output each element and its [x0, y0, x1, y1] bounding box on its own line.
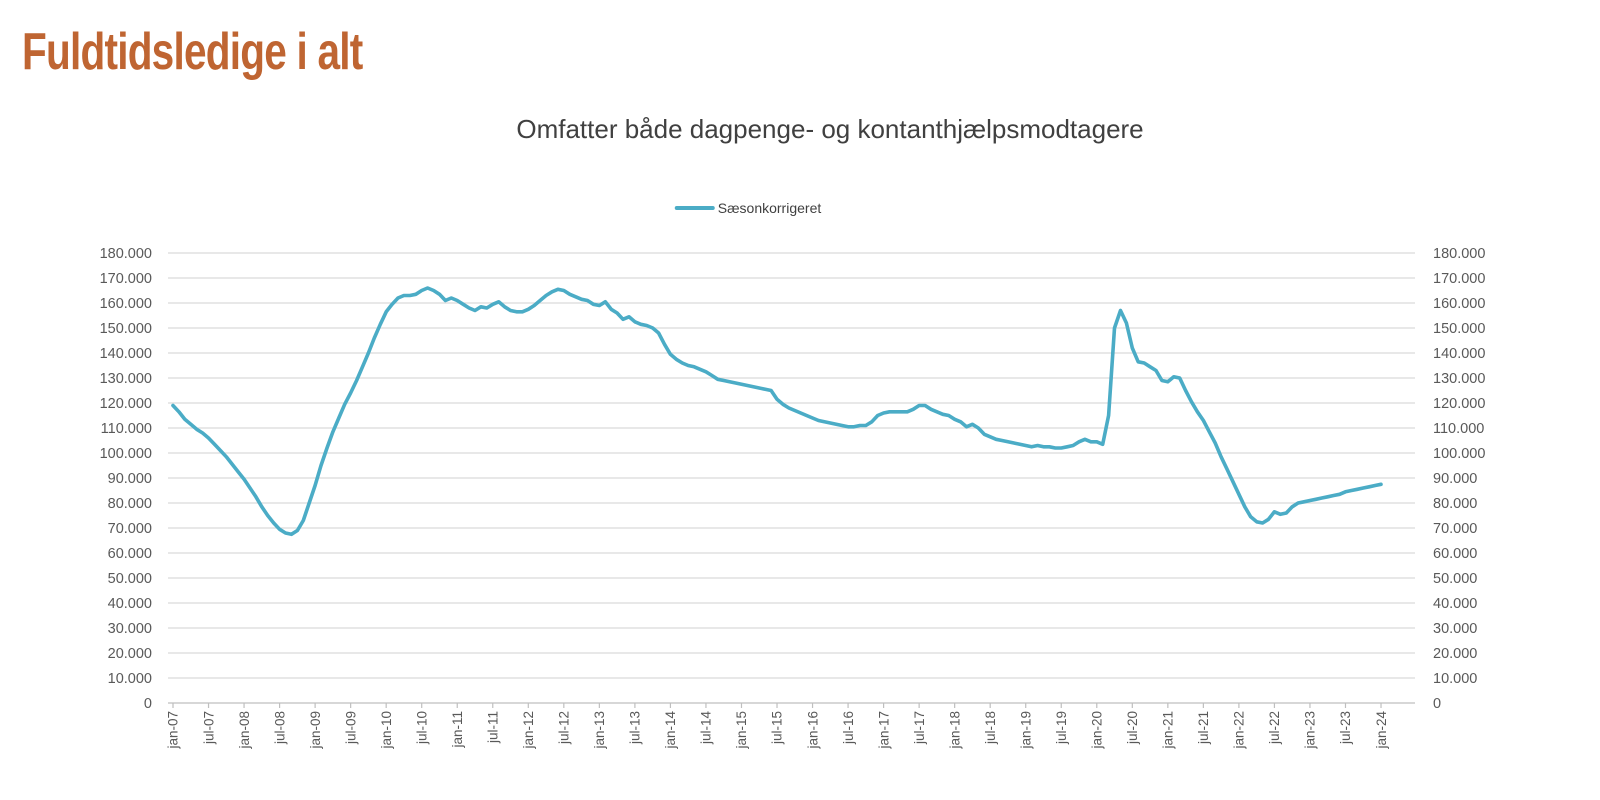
x-tick-label: jan-24 [1374, 711, 1389, 750]
x-tick-label: jan-07 [166, 711, 181, 750]
x-tick-label: jul-08 [272, 711, 287, 745]
x-tick-label: jul-20 [1125, 711, 1140, 745]
legend-label: Sæsonkorrigeret [717, 200, 822, 216]
x-tick-label: jul-09 [343, 711, 358, 745]
x-tick-label: jan-23 [1303, 711, 1318, 750]
y-tick-label-right: 10.000 [1433, 671, 1477, 687]
y-tick-label-left: 60.000 [108, 546, 152, 562]
y-tick-label-left: 160.000 [100, 296, 152, 312]
y-tick-label-left: 120.000 [100, 396, 152, 412]
y-tick-label-right: 140.000 [1433, 346, 1485, 362]
y-tick-label-left: 10.000 [108, 671, 152, 687]
y-tick-label-right: 40.000 [1433, 596, 1477, 612]
y-tick-label-right: 50.000 [1433, 571, 1477, 587]
series-line-saesonkorrigeret [171, 286, 1383, 537]
y-tick-label-right: 130.000 [1433, 371, 1485, 387]
y-tick-label-right: 90.000 [1433, 471, 1477, 487]
y-tick-label-left: 40.000 [108, 596, 152, 612]
page-title: Fuldtidsledige i alt [22, 23, 363, 81]
x-tick-label: jul-13 [628, 711, 643, 745]
x-tick-label: jan-14 [663, 711, 678, 750]
x-tick-label: jul-10 [414, 711, 429, 745]
y-tick-label-left: 0 [144, 696, 152, 712]
y-tick-label-left: 150.000 [100, 321, 152, 337]
y-tick-label-right: 180.000 [1433, 246, 1485, 262]
y-tick-label-left: 80.000 [108, 496, 152, 512]
x-tick-label: jul-22 [1267, 711, 1282, 745]
y-tick-label-right: 20.000 [1433, 646, 1477, 662]
y-tick-label-left: 170.000 [100, 271, 152, 287]
y-tick-label-left: 140.000 [100, 346, 152, 362]
x-tick-label: jul-11 [485, 711, 500, 744]
y-tick-label-right: 70.000 [1433, 521, 1477, 537]
x-tick-label: jul-15 [770, 711, 785, 745]
chart-title: Omfatter både dagpenge- og kontanthjælps… [516, 114, 1144, 144]
y-tick-label-left: 90.000 [108, 471, 152, 487]
y-tick-label-left: 100.000 [100, 446, 152, 462]
x-tick-label: jul-14 [699, 711, 714, 746]
x-tick-label: jan-22 [1232, 711, 1247, 750]
y-tick-label-right: 80.000 [1433, 496, 1477, 512]
x-tick-label: jan-12 [521, 711, 536, 750]
x-tick-label: jan-13 [592, 711, 607, 750]
y-tick-label-right: 100.000 [1433, 446, 1485, 462]
x-tick-label: jan-16 [805, 711, 820, 750]
legend[interactable]: Sæsonkorrigeret [674, 200, 822, 216]
x-tick-label: jul-17 [912, 711, 927, 745]
legend-line-swatch [674, 206, 715, 210]
x-tick-label: jul-18 [983, 711, 998, 745]
y-tick-label-left: 20.000 [108, 646, 152, 662]
x-tick-label: jul-16 [841, 711, 856, 745]
x-tick-label: jan-08 [237, 711, 252, 750]
x-tick-label: jul-12 [557, 711, 572, 745]
y-tick-label-right: 170.000 [1433, 271, 1485, 287]
y-tick-label-left: 130.000 [100, 371, 152, 387]
y-tick-label-left: 180.000 [100, 246, 152, 262]
y-tick-label-right: 0 [1433, 696, 1441, 712]
y-tick-label-right: 60.000 [1433, 546, 1477, 562]
x-tick-label: jan-17 [876, 711, 891, 750]
y-tick-label-left: 50.000 [108, 571, 152, 587]
x-tick-label: jan-19 [1018, 711, 1033, 750]
x-tick-label: jan-15 [734, 711, 749, 750]
y-tick-label-left: 70.000 [108, 521, 152, 537]
x-tick-label: jul-07 [201, 711, 216, 745]
y-tick-label-left: 110.000 [101, 421, 152, 437]
x-tick-label: jan-20 [1090, 711, 1105, 750]
x-tick-label: jul-23 [1338, 711, 1353, 745]
x-tick-label: jan-18 [947, 711, 962, 750]
y-tick-label-right: 150.000 [1433, 321, 1485, 337]
x-tick-label: jan-21 [1161, 711, 1176, 750]
x-tick-label: jan-09 [308, 711, 323, 750]
y-tick-label-right: 120.000 [1433, 396, 1485, 412]
x-tick-label: jul-19 [1054, 711, 1069, 745]
y-tick-label-left: 30.000 [108, 621, 152, 637]
y-tick-label-right: 30.000 [1433, 621, 1477, 637]
y-tick-label-right: 110.000 [1433, 421, 1484, 437]
y-tick-label-right: 160.000 [1433, 296, 1485, 312]
x-tick-label: jan-11 [450, 711, 465, 749]
x-tick-label: jan-10 [379, 711, 394, 750]
x-tick-label: jul-21 [1196, 711, 1211, 745]
